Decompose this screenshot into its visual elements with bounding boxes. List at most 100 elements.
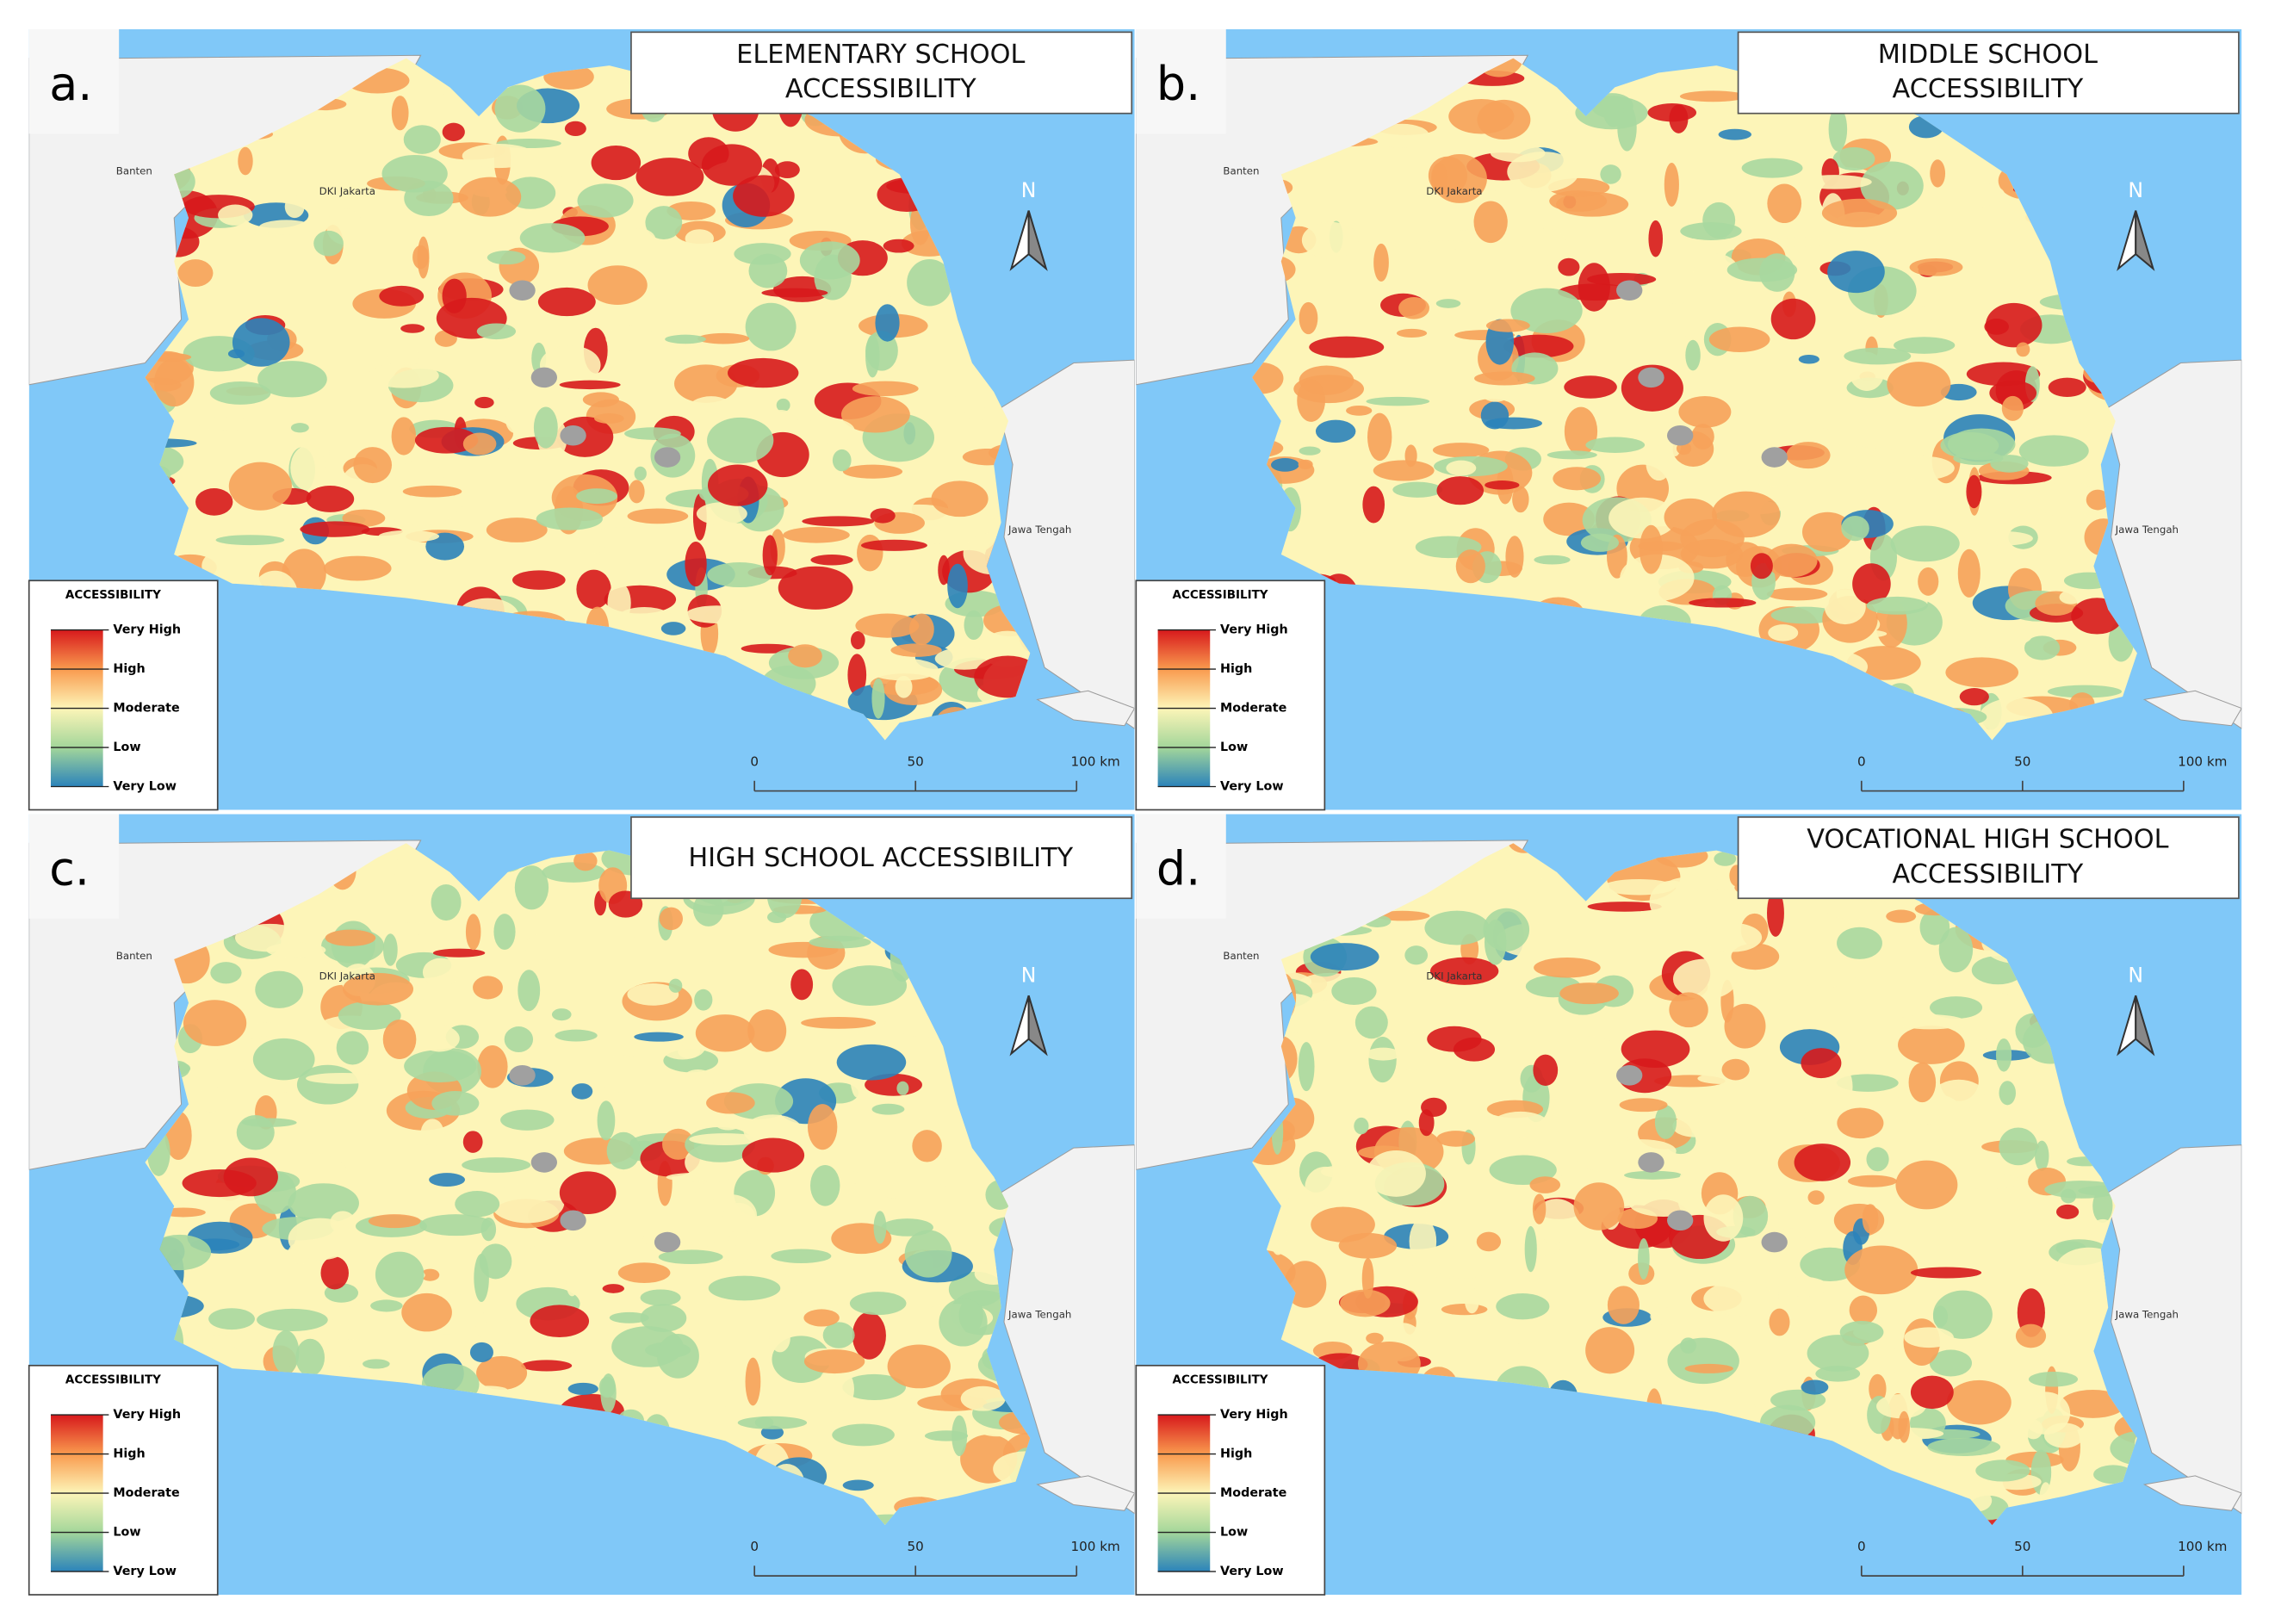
map-region [343, 972, 414, 1006]
map-region [370, 1299, 403, 1312]
map-region [306, 486, 355, 512]
map-region [1347, 526, 1365, 536]
map-region [660, 622, 686, 635]
map-region [788, 644, 822, 668]
map-region [1496, 1293, 1550, 1320]
map-region [300, 521, 370, 537]
map-region [238, 146, 253, 176]
map-region [1667, 1337, 1739, 1385]
map-region [462, 143, 536, 169]
map-region [201, 548, 257, 585]
map-region [272, 1330, 300, 1374]
map-region [555, 1029, 598, 1042]
map-region [1432, 443, 1490, 458]
map-region [2016, 342, 2030, 357]
place-label: Banten [1223, 950, 1259, 962]
map-region [1320, 1165, 1356, 1178]
map-region [799, 241, 860, 280]
map-region [1821, 198, 1898, 227]
map-region [241, 1118, 297, 1127]
map-region [210, 962, 242, 984]
blank-corner [1136, 814, 1226, 919]
map-region [1309, 336, 1385, 358]
map-region [847, 654, 867, 697]
map-region [1654, 1105, 1677, 1139]
map-region [1898, 1410, 1911, 1443]
map-region [790, 969, 814, 1001]
map-region [1404, 945, 1429, 965]
map-region [599, 543, 644, 565]
map-region [1547, 450, 1597, 460]
map-region [706, 1092, 755, 1114]
urban-area [1667, 425, 1694, 446]
map-region [1869, 1373, 1887, 1404]
map-region [404, 1050, 477, 1083]
map-region [419, 1025, 460, 1052]
map-region [425, 532, 465, 561]
map-region [2001, 395, 2024, 421]
map-region [519, 223, 586, 253]
map-region [2017, 1288, 2045, 1337]
urban-area [1638, 1152, 1664, 1173]
map-region [258, 220, 313, 235]
island [1036, 690, 1135, 727]
map-region [524, 933, 567, 960]
map-region [685, 605, 748, 623]
map-region [1621, 364, 1683, 412]
map-region [473, 976, 503, 1000]
map-region [733, 175, 795, 217]
map-region [586, 914, 648, 939]
neighbor-land [2105, 359, 2242, 729]
map-region [1639, 524, 1663, 574]
map-region [228, 462, 292, 511]
map-region [640, 1289, 681, 1306]
map-region [722, 1202, 756, 1233]
map-region [1930, 159, 1946, 188]
map-region [769, 1323, 790, 1353]
map-region [1703, 1281, 1775, 1317]
map-region [1512, 486, 1529, 513]
map-region [1791, 957, 1858, 988]
map-region [1650, 1307, 1689, 1326]
map-region [1807, 1335, 1869, 1373]
urban-area [1667, 1210, 1694, 1231]
map-region [1609, 497, 1677, 539]
urban-area [530, 367, 558, 388]
scale-label: 50 [2014, 753, 2030, 769]
map-region [1340, 1289, 1391, 1317]
map-region [1386, 1032, 1433, 1070]
panel-title: HIGH SCHOOL ACCESSIBILITY [688, 843, 1073, 873]
map-region [1298, 1042, 1315, 1092]
map-region [1927, 1437, 2001, 1456]
map-region [2092, 1189, 2113, 1224]
map-region [1786, 442, 1831, 469]
map-region [1919, 909, 1950, 945]
map-region [1759, 127, 1790, 152]
map-region [1396, 328, 1428, 338]
map-region [627, 982, 679, 1006]
map-region [559, 1171, 617, 1214]
map-region [567, 1382, 598, 1395]
map-region [480, 1218, 497, 1242]
map-region [1365, 1047, 1401, 1061]
map-region [748, 253, 788, 288]
map-region [852, 381, 919, 397]
map-region [778, 566, 853, 610]
map-region [761, 288, 828, 298]
map-region [1904, 1327, 1954, 1348]
place-label: Jawa Tengah [1007, 524, 1071, 536]
map-region [870, 508, 896, 524]
title-box [630, 816, 1133, 900]
map-region [600, 1373, 617, 1413]
map-region [197, 1086, 226, 1113]
map-region [849, 1292, 907, 1316]
urban-area [1616, 1065, 1643, 1086]
map-region [617, 1262, 671, 1284]
map-region [390, 922, 436, 935]
map-region [803, 1349, 865, 1374]
map-region [640, 1304, 687, 1333]
map-region [493, 914, 516, 951]
place-label: DKI Jakarta [319, 970, 375, 982]
map-region [623, 228, 656, 252]
scale-label: 0 [750, 1539, 759, 1554]
